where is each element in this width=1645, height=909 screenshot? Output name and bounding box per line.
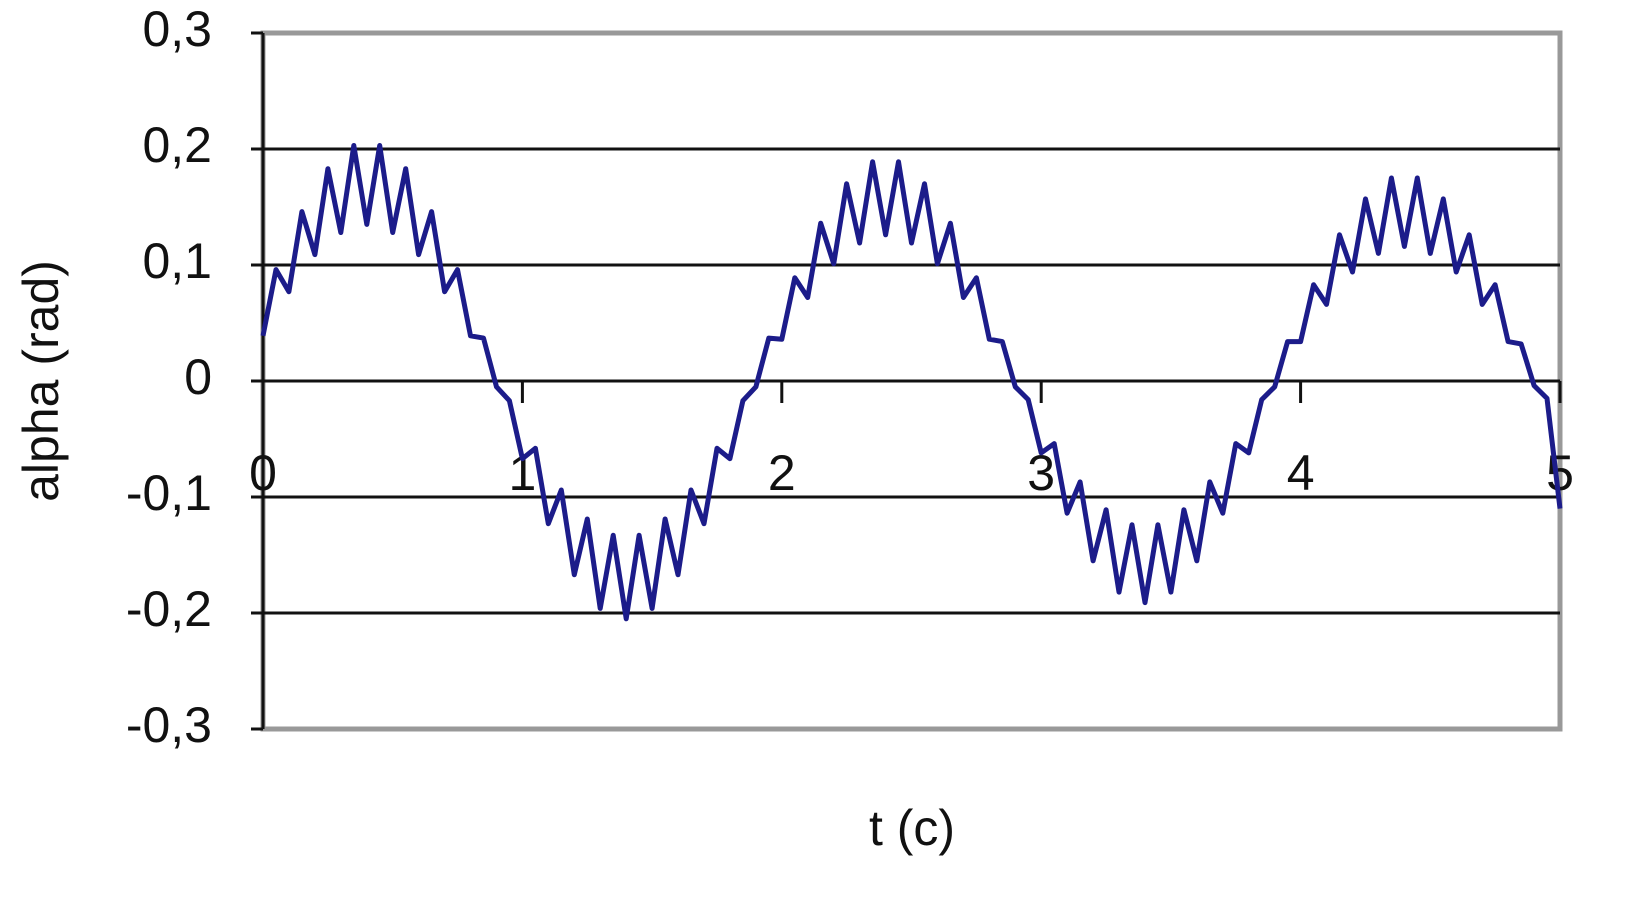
x-axis-label: t (c) — [869, 800, 955, 856]
y-tick-label: -0,2 — [126, 581, 212, 637]
y-tick-label: 0,2 — [142, 117, 212, 173]
x-tick-label: 2 — [768, 445, 796, 501]
data-line — [260, 143, 1563, 622]
y-tick-label: 0,1 — [142, 233, 212, 289]
y-tick-label: -0,1 — [126, 465, 212, 521]
y-tick-label: -0,3 — [126, 697, 212, 753]
y-tick-label: 0,3 — [142, 1, 212, 57]
x-tick-label: 0 — [249, 445, 277, 501]
y-tick-label: 0 — [184, 349, 212, 405]
x-tick-label: 4 — [1287, 445, 1315, 501]
y-axis-label: alpha (rad) — [13, 260, 69, 502]
